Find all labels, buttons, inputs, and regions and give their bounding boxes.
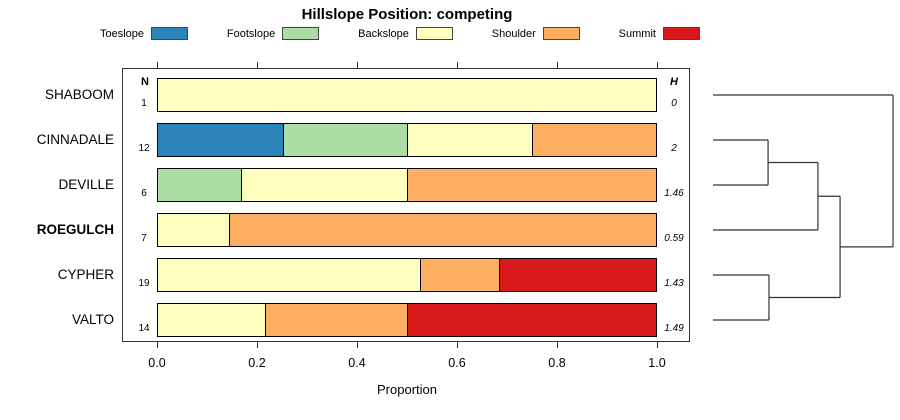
top-axis-tick (657, 62, 658, 68)
bottom-axis-tick (557, 342, 558, 348)
legend-item-backslope: Backslope (358, 27, 453, 40)
h-value: 0.59 (664, 233, 684, 244)
bar-segment-shoulder (264, 304, 407, 336)
h-value: 1.46 (664, 188, 684, 199)
bar-segment-toeslope (158, 124, 283, 156)
x-tick-label: 0.2 (248, 356, 266, 370)
row-label-cinnadale: CINNADALE (36, 132, 114, 147)
chart-title: Hillslope Position: competing (301, 6, 513, 23)
n-value: 12 (138, 143, 150, 154)
legend-item-shoulder: Shoulder (492, 27, 580, 40)
legend-item-summit: Summit (619, 27, 700, 40)
row-label-shaboom: SHABOOM (44, 87, 114, 102)
row-label-roegulch: ROEGULCH (36, 222, 114, 237)
top-axis-tick (257, 62, 258, 68)
bar-segment-backslope (158, 259, 420, 291)
bottom-axis-tick (357, 342, 358, 348)
legend-label: Toeslope (100, 27, 145, 40)
stacked-bar-cypher (157, 258, 657, 292)
x-tick-label: 0.8 (548, 356, 566, 370)
stacked-bar-shaboom (157, 78, 657, 112)
top-axis-tick (357, 62, 358, 68)
bar-segment-backslope (241, 169, 407, 201)
legend-swatch-icon (415, 27, 453, 40)
plot-frame (122, 68, 690, 342)
n-value: 7 (141, 233, 147, 244)
bar-segment-shoulder (419, 259, 499, 291)
legend-item-footslope: Footslope (226, 27, 320, 40)
n-value: 19 (138, 278, 150, 289)
bar-segment-backslope (158, 79, 656, 111)
row-label-valto: VALTO (71, 312, 114, 327)
legend-label: Footslope (226, 27, 276, 40)
bar-segment-footslope (158, 169, 242, 201)
x-axis-title: Proportion (377, 382, 437, 397)
bar-segment-shoulder (531, 124, 656, 156)
legend-label: Summit (618, 27, 656, 40)
top-axis-tick (557, 62, 558, 68)
bar-segment-summit (406, 304, 656, 336)
legend-swatch-icon (662, 27, 700, 40)
legend-swatch-icon (542, 27, 580, 40)
bar-segment-backslope (158, 304, 265, 336)
bottom-axis-tick (157, 342, 158, 348)
h-value: 1.49 (664, 323, 684, 334)
bar-segment-shoulder (229, 214, 656, 246)
n-column-header: N (141, 76, 149, 88)
bar-segment-shoulder (406, 169, 656, 201)
stacked-bar-cinnadale (157, 123, 657, 157)
x-tick-label: 1.0 (648, 356, 666, 370)
bar-segment-backslope (158, 214, 230, 246)
row-label-cypher: CYPHER (57, 267, 114, 282)
legend-label: Backslope (358, 27, 409, 40)
bottom-axis-tick (457, 342, 458, 348)
n-value: 14 (138, 323, 150, 334)
x-tick-label: 0.4 (348, 356, 366, 370)
bottom-axis-tick (657, 342, 658, 348)
stacked-bar-valto (157, 303, 657, 337)
legend-item-toeslope: Toeslope (100, 27, 189, 40)
legend: Toeslope Footslope Backslope Shoulder Summit (100, 27, 700, 40)
h-value: 2 (671, 143, 677, 154)
h-column-header: H (670, 76, 678, 88)
bar-segment-summit (498, 259, 656, 291)
h-value: 1.43 (664, 278, 684, 289)
x-tick-label: 0.0 (148, 356, 166, 370)
bottom-axis-tick (257, 342, 258, 348)
n-value: 1 (141, 98, 147, 109)
n-value: 6 (141, 188, 147, 199)
x-tick-label: 0.6 (448, 356, 466, 370)
top-axis-tick (157, 62, 158, 68)
stacked-bar-roegulch (157, 213, 657, 247)
bar-segment-backslope (407, 124, 532, 156)
row-label-deville: DEVILLE (58, 177, 114, 192)
bar-segment-footslope (282, 124, 407, 156)
legend-label: Shoulder (491, 27, 536, 40)
top-axis-tick (457, 62, 458, 68)
stacked-bar-deville (157, 168, 657, 202)
legend-swatch-icon (282, 27, 320, 40)
h-value: 0 (671, 98, 677, 109)
legend-swatch-icon (151, 27, 189, 40)
